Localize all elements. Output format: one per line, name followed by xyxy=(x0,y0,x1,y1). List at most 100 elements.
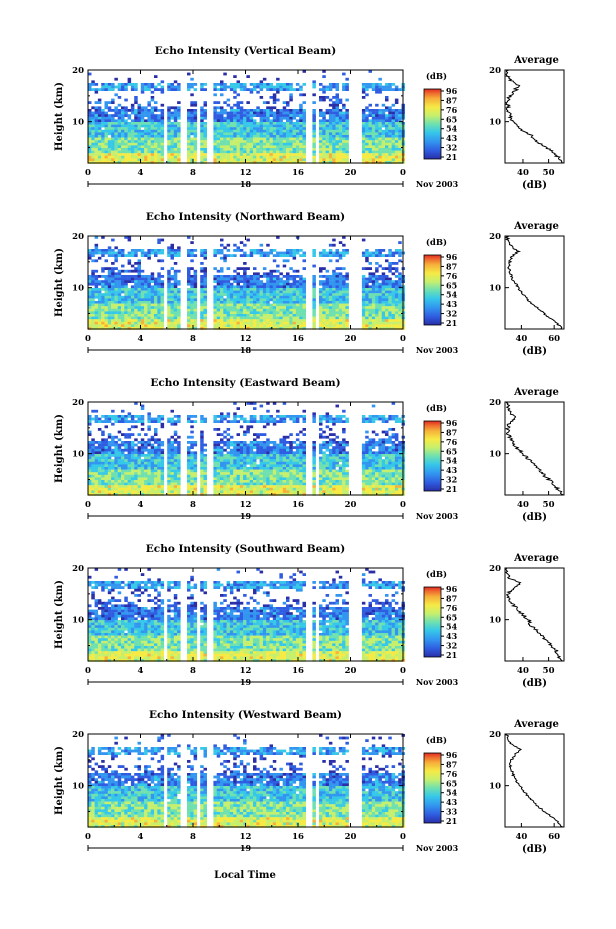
heatmap-x-tick-label: 0 xyxy=(400,666,406,676)
date-month-label: Nov 2003 xyxy=(416,843,459,853)
profile-title: Average xyxy=(513,719,559,730)
heatmap-x-tick-label: 4 xyxy=(138,334,144,344)
heatmap-x-tick-label: 12 xyxy=(240,832,252,842)
profile-y-tick-label: 20 xyxy=(489,66,501,76)
heatmap-y-axis-label: Height (km) xyxy=(54,248,65,317)
heatmap-x-tick-label: 4 xyxy=(138,168,144,178)
heatmap-x-tick-label: 16 xyxy=(292,168,304,178)
heatmap-x-tick-label: 12 xyxy=(240,666,252,676)
heatmap-x-tick-label: 0 xyxy=(400,334,406,344)
colorbar-tick-label: 96 xyxy=(446,750,458,760)
profile-frame xyxy=(504,567,565,662)
colorbar-tick-label: 32 xyxy=(446,143,457,153)
profile-x-tick-label: 50 xyxy=(543,168,555,178)
colorbar-tick-label: 54 xyxy=(446,124,458,134)
heatmap-cells xyxy=(88,568,405,662)
colorbar xyxy=(423,254,442,326)
heatmap-x-tick-label: 8 xyxy=(190,334,196,344)
colorbar-tick-label: 96 xyxy=(446,418,458,428)
colorbar-tick-label: 76 xyxy=(446,271,458,281)
heatmap-x-tick-label: 16 xyxy=(292,832,304,842)
colorbar-tick-label: 32 xyxy=(446,475,457,485)
heatmap-y-tick-label: 20 xyxy=(72,66,84,76)
heatmap-x-tick-label: 20 xyxy=(345,334,357,344)
profile-y-tick-label: 20 xyxy=(489,232,501,242)
colorbar-unit: (dB) xyxy=(426,569,447,580)
profile-frame xyxy=(504,733,565,828)
profile-x-tick-label: 60 xyxy=(548,334,560,344)
profile-x-axis-label: (dB) xyxy=(522,512,547,523)
profile-title: Average xyxy=(513,553,559,564)
colorbar-unit: (dB) xyxy=(426,71,447,82)
colorbar-tick-label: 76 xyxy=(446,105,458,115)
colorbar-tick-label: 54 xyxy=(446,622,458,632)
colorbar-tick-label: 96 xyxy=(446,86,458,96)
profile-x-tick-label: 40 xyxy=(517,500,529,510)
colorbar-tick-label: 87 xyxy=(446,427,457,437)
heatmap-y-tick-label: 20 xyxy=(72,398,84,408)
heatmap-x-tick-label: 0 xyxy=(85,500,91,510)
profile-x-axis-label: (dB) xyxy=(522,678,547,689)
profile-x-tick-label: 40 xyxy=(517,168,529,178)
heatmap-x-tick-label: 20 xyxy=(345,832,357,842)
heatmap-y-tick-label: 10 xyxy=(72,450,84,460)
profile-frame xyxy=(504,235,565,330)
date-day-label: 18 xyxy=(240,179,252,189)
date-day-label: 19 xyxy=(240,843,252,853)
panel-0: Echo Intensity (Vertical Beam) Height (km… xyxy=(54,45,565,191)
heatmap-cells xyxy=(88,734,405,828)
colorbar-tick-label: 43 xyxy=(446,465,458,475)
heatmap-x-tick-label: 20 xyxy=(345,168,357,178)
profile-x-axis-label: (dB) xyxy=(522,844,547,855)
profile-y-tick-label: 10 xyxy=(489,616,501,626)
heatmap-y-tick-label: 10 xyxy=(72,782,84,792)
profile-y-tick-label: 10 xyxy=(489,450,501,460)
heatmap-cells xyxy=(88,236,405,330)
heatmap-y-tick-label: 20 xyxy=(72,564,84,574)
profile-title: Average xyxy=(513,55,559,66)
colorbar-tick-label: 21 xyxy=(446,484,457,494)
colorbar-tick-label: 54 xyxy=(446,456,458,466)
colorbar-tick-label: 96 xyxy=(446,252,458,262)
profile-y-tick-label: 20 xyxy=(489,398,501,408)
heatmap-y-tick-label: 20 xyxy=(72,232,84,242)
profile-title: Average xyxy=(513,387,559,398)
heatmap-y-axis-label: Height (km) xyxy=(54,746,65,815)
colorbar-tick-label: 54 xyxy=(446,290,458,300)
heatmap-title: Echo Intensity (Vertical Beam) xyxy=(155,45,336,57)
date-month-label: Nov 2003 xyxy=(416,511,459,521)
colorbar-tick-label: 87 xyxy=(446,95,457,105)
panel-1: Echo Intensity (Northward Beam) Height (k… xyxy=(54,211,565,357)
heatmap-x-tick-label: 0 xyxy=(400,832,406,842)
profile-x-axis-label: (dB) xyxy=(522,346,547,357)
colorbar-tick-label: 43 xyxy=(446,299,458,309)
profile-y-tick-label: 10 xyxy=(489,782,501,792)
heatmap-title: Echo Intensity (Southward Beam) xyxy=(146,543,345,555)
profile-line xyxy=(505,733,563,828)
profile-x-tick-label: 50 xyxy=(543,666,555,676)
heatmap-x-tick-label: 0 xyxy=(85,168,91,178)
profile-line xyxy=(504,235,563,330)
profile-x-tick-label: 40 xyxy=(515,334,527,344)
profile-frame xyxy=(504,69,565,164)
colorbar-tick-label: 87 xyxy=(446,759,457,769)
colorbar-tick-label: 43 xyxy=(446,797,458,807)
profile-y-tick-label: 20 xyxy=(489,730,501,740)
colorbar-tick-label: 54 xyxy=(446,788,458,798)
date-month-label: Nov 2003 xyxy=(416,677,459,687)
colorbar-tick-label: 65 xyxy=(446,114,457,124)
profile-x-tick-label: 40 xyxy=(517,666,529,676)
heatmap-x-tick-label: 16 xyxy=(292,334,304,344)
heatmap-x-tick-label: 0 xyxy=(85,832,91,842)
colorbar-tick-label: 21 xyxy=(446,650,457,660)
heatmap-cells xyxy=(88,70,405,164)
profile-frame xyxy=(504,401,565,496)
colorbar-tick-label: 33 xyxy=(446,807,458,817)
date-month-label: Nov 2003 xyxy=(416,345,459,355)
colorbar-tick-label: 43 xyxy=(446,631,458,641)
heatmap-y-axis-label: Height (km) xyxy=(54,82,65,151)
colorbar-unit: (dB) xyxy=(426,735,447,746)
heatmap-x-tick-label: 4 xyxy=(138,832,144,842)
heatmap-x-tick-label: 8 xyxy=(190,168,196,178)
